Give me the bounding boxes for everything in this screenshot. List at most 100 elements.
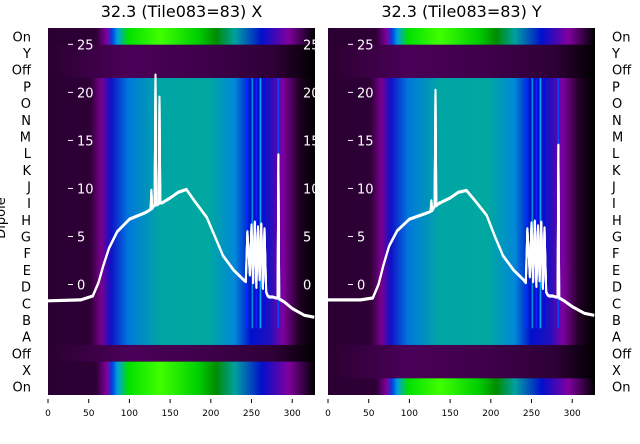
heatmap-row-off (48, 344, 315, 363)
x-tick-label: 100 (401, 409, 418, 419)
heatmap-row-m (328, 128, 595, 146)
overlay-y-axis: 25 25 20 20 15 15 10 10 5 5 0 0 (68, 38, 320, 294)
heatmap-row-i (328, 194, 595, 212)
overlay-y-tick-label: 5 (357, 230, 365, 245)
row-label: M (612, 130, 623, 145)
x-tick-label: 250 (523, 409, 540, 419)
heatmap-row-f (328, 244, 595, 263)
heatmap-row-j (328, 178, 595, 196)
heatmap-row-on (328, 378, 595, 395)
row-label: X (612, 364, 621, 379)
heatmap-streak (525, 78, 528, 329)
row-label: B (612, 314, 621, 329)
heatmap-row-k (328, 161, 595, 179)
heatmap-cells (328, 28, 595, 395)
row-label: On (612, 381, 630, 396)
heatmap-row-p (48, 78, 315, 96)
heatmap-row-m (48, 128, 315, 146)
heatmap-row-k (48, 161, 315, 179)
overlay-y-tick-label: 20 (77, 86, 94, 101)
overlay-y-tick-label: 10 (357, 182, 374, 197)
row-label: I (612, 197, 616, 212)
x-tick-label: 250 (243, 409, 260, 419)
panel-title: 32.3 (Tile083=83) X (101, 2, 263, 21)
twin-y-tick-label: 15 (303, 134, 320, 149)
overlay-y-tick-label: 25 (77, 38, 94, 53)
row-label: E (612, 264, 620, 279)
twin-y-tick-label: 25 (303, 38, 320, 53)
heatmap-row-y (48, 44, 315, 62)
heatmap-row-p (328, 78, 595, 96)
heatmap-row-h (328, 211, 595, 229)
y-axis-label: Dipole (0, 197, 9, 238)
x-axis: 0 50 100 150 200 250 300 (325, 399, 581, 419)
row-label: D (612, 281, 622, 296)
overlay-y-tick-label: 20 (357, 86, 374, 101)
row-label: Off (12, 347, 32, 362)
x-tick-label: 300 (284, 409, 301, 419)
x-tick-label: 50 (83, 409, 95, 419)
overlay-line (48, 74, 315, 319)
row-label: X (22, 364, 31, 379)
row-label: On (13, 381, 31, 396)
heatmap-streak (539, 78, 542, 329)
row-label: H (612, 214, 622, 229)
heatmap-streak (263, 78, 266, 329)
heatmap-streak (259, 78, 262, 329)
twin-y-tick-label: 5 (303, 230, 311, 245)
row-label: Off (612, 64, 632, 79)
overlay-y-tick-label: 0 (77, 279, 85, 294)
x-tick-label: 150 (442, 409, 459, 419)
row-label: C (22, 297, 31, 312)
panel-title: 32.3 (Tile083=83) Y (381, 2, 542, 21)
heatmap-row-b (328, 311, 595, 329)
row-label: N (21, 114, 31, 129)
row-label: F (612, 247, 619, 262)
heatmap-row-i (48, 194, 315, 212)
overlay-y-tick-label: 0 (357, 279, 365, 294)
row-label: D (21, 281, 31, 296)
heatmap-row-off (48, 61, 315, 79)
overlay-y-axis: 25 20 15 10 5 0 (348, 38, 374, 294)
heatmap-row-on (328, 28, 595, 46)
row-label: G (612, 231, 622, 246)
row-label: L (612, 147, 620, 162)
heatmap-panel-y: 32.3 (Tile083=83) Y2520151050OnYOffPONML… (325, 2, 632, 419)
row-label: K (612, 164, 621, 179)
row-label: On (13, 30, 31, 45)
heatmap-row-b (48, 311, 315, 329)
heatmap-row-e (328, 261, 595, 279)
heatmap-row-o (48, 94, 315, 112)
row-label: I (27, 197, 31, 212)
heatmap-row-o (328, 94, 595, 112)
heatmap-streak (531, 78, 534, 329)
heatmap-row-n (48, 111, 315, 129)
heatmap-row-off (328, 61, 595, 79)
heatmap-streak (535, 78, 538, 329)
row-label: J (611, 180, 616, 195)
row-label: K (22, 164, 31, 179)
row-label: L (24, 147, 32, 162)
x-axis: 0 50 100 150 200 250 300 (45, 399, 301, 419)
x-tick-label: 200 (482, 409, 499, 419)
heatmap-row-on (48, 378, 315, 395)
row-label: A (22, 331, 31, 346)
row-label: Y (611, 47, 620, 62)
heatmap-row-d (48, 278, 315, 296)
twin-y-tick-label: 20 (303, 86, 320, 101)
heatmap-streak (245, 78, 248, 329)
heatmap-row-j (48, 178, 315, 196)
heatmap-streak (255, 78, 258, 329)
twin-y-tick-label: 0 (303, 279, 311, 294)
heatmap-row-f (48, 244, 315, 263)
x-tick-label: 150 (162, 409, 179, 419)
row-label: M (20, 130, 31, 145)
x-tick-label: 0 (325, 409, 331, 419)
x-tick-label: 200 (202, 409, 219, 419)
row-label: O (21, 97, 31, 112)
row-label: B (22, 314, 31, 329)
heatmap-row-n (328, 111, 595, 129)
